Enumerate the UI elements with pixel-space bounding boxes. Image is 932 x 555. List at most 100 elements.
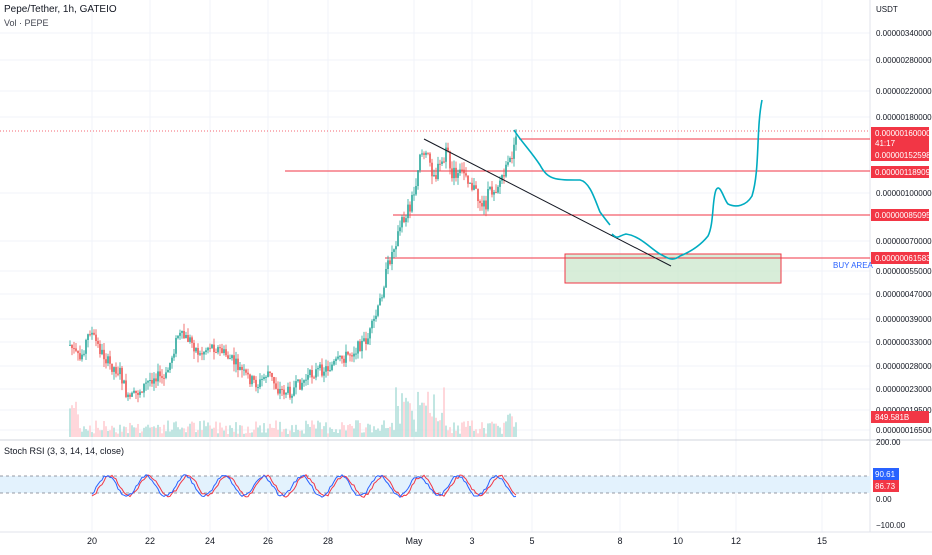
volume-bar [463, 421, 465, 437]
candle-body [425, 152, 427, 155]
price-tick-label: 0.00000019500 [876, 406, 932, 415]
candle-body [311, 370, 313, 378]
candle-body [185, 335, 187, 339]
price-tag-bg [871, 127, 929, 139]
price-axis[interactable]: USDT 0.00000340000 0.00000280000 0.00000220… [871, 5, 932, 435]
volume-bar [167, 420, 169, 437]
volume-bar [259, 425, 261, 437]
candle-body [299, 379, 301, 390]
candle-body [135, 390, 137, 393]
volume-bar [141, 431, 143, 437]
candle-body [483, 200, 485, 207]
volume-bar [399, 423, 401, 437]
volume-bar [97, 427, 99, 437]
drawings[interactable] [423, 99, 763, 267]
candle-body [137, 392, 139, 395]
candle-body [265, 376, 267, 378]
volume-bar [265, 432, 267, 437]
stoch-rsi-pane: 200.00 0.00 −100.00 90.61 86.73 [0, 438, 906, 530]
volume-bar [441, 412, 443, 437]
candle-body [407, 204, 409, 219]
volume-bar [335, 429, 337, 437]
volume-bar [373, 426, 375, 437]
candle-body [385, 268, 387, 288]
volume-bar [437, 421, 439, 437]
candle-body [463, 169, 465, 174]
volume-bar [101, 430, 103, 437]
price-tag-label: 0.00000118909 [875, 168, 931, 177]
time-axis[interactable]: 20 22 24 26 28 May 3 5 8 10 12 15 [87, 536, 827, 546]
volume-bar [503, 422, 505, 437]
candle-body [243, 369, 245, 371]
candle-body [515, 136, 517, 145]
volume-bar [77, 414, 79, 437]
stoch-axis-label: −100.00 [876, 521, 906, 530]
stoch-d-line [91, 474, 517, 498]
candle-body [487, 189, 489, 210]
candle-body [187, 335, 189, 342]
candlesticks [69, 129, 517, 404]
candle-body [399, 227, 401, 232]
volume-bar [317, 420, 319, 437]
volume-bar [159, 426, 161, 437]
volume-bar [301, 430, 303, 437]
volume-bar [169, 431, 171, 437]
volume-bar [111, 425, 113, 437]
candle-body [181, 330, 183, 333]
volume-bar [439, 420, 441, 437]
symbol-title: Pepe/Tether, 1h, GATEIO [4, 4, 117, 15]
volume-bar [163, 424, 165, 437]
volume-bar [429, 412, 431, 437]
candle-body [223, 349, 225, 354]
volume-bar [513, 426, 515, 437]
candle-body [401, 217, 403, 228]
price-tag-label: 41:17 [875, 139, 896, 148]
volume-bar [403, 401, 405, 437]
time-axis-label: 3 [469, 536, 474, 546]
volume-bar [473, 430, 475, 437]
candle-body [293, 387, 295, 396]
candle-body [129, 394, 131, 397]
candle-body [303, 380, 305, 383]
volume-bar [405, 397, 407, 437]
candle-body [249, 374, 251, 385]
volume-bar [285, 428, 287, 437]
candle-body [405, 218, 407, 223]
volume-bar [427, 391, 429, 437]
candle-body [289, 386, 291, 398]
candle-body [443, 161, 445, 163]
volume-bar [137, 423, 139, 437]
candle-body [219, 347, 221, 349]
candle-body [375, 315, 377, 319]
volume-bar [411, 410, 413, 437]
volume-bar [315, 428, 317, 437]
volume-bar [369, 424, 371, 437]
volume-bar [379, 430, 381, 437]
candle-body [321, 364, 323, 376]
candle-body [215, 352, 217, 354]
volume-bar [489, 423, 491, 437]
price-tag-bg [871, 137, 929, 149]
horizontal-levels[interactable] [0, 130, 870, 259]
volume-bar [131, 425, 133, 437]
candle-body [469, 182, 471, 184]
stoch-band [0, 476, 870, 493]
volume-bar [287, 433, 289, 437]
candle-body [123, 380, 125, 384]
candle-body [283, 389, 285, 395]
candle-body [169, 362, 171, 370]
time-axis-label: 28 [323, 536, 333, 546]
candle-body [155, 378, 157, 382]
volume-bar [189, 423, 191, 437]
volume-bar [69, 408, 71, 437]
volume-bar [211, 428, 213, 437]
candle-body [423, 153, 425, 155]
candle-body [357, 341, 359, 354]
volume-bar [343, 425, 345, 437]
volume-bar [357, 420, 359, 437]
volume-bar [515, 422, 517, 437]
volume-bar [501, 433, 503, 437]
candle-body [347, 351, 349, 355]
